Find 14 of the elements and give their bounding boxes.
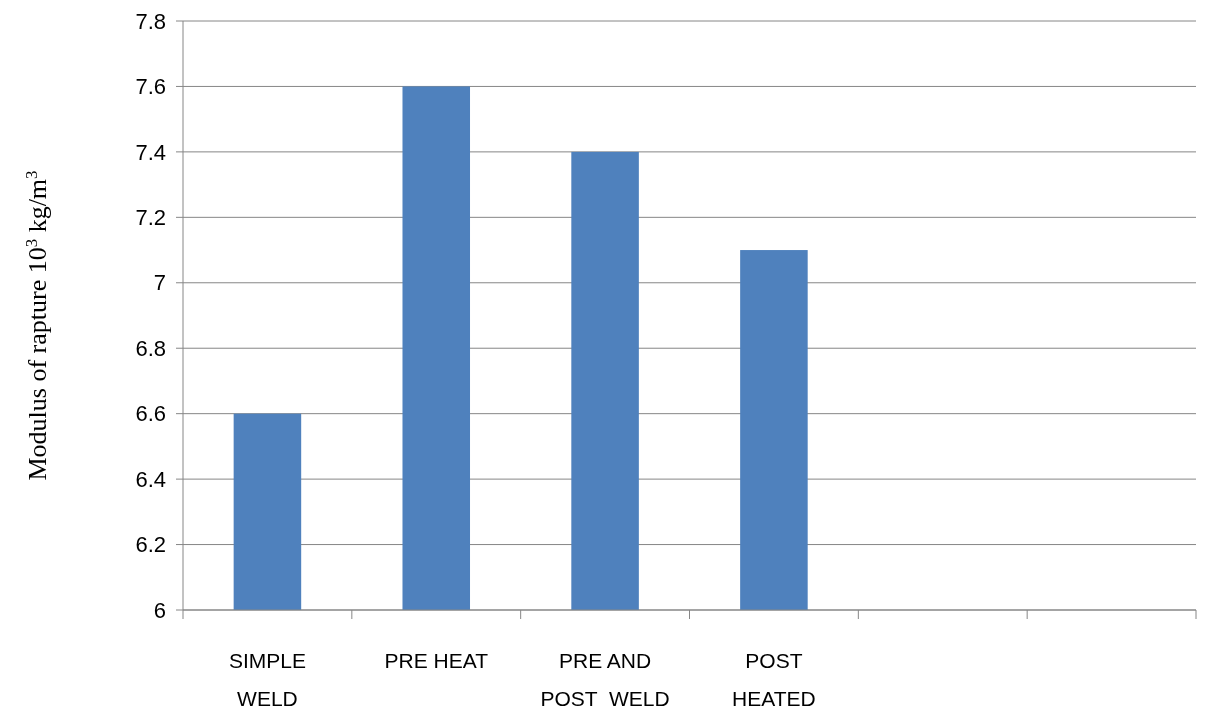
y-tick-label: 6.2 — [135, 532, 166, 558]
x-tick-label: PRE AND POST WELD — [540, 649, 670, 710]
x-tick-label: PRE HEAT — [384, 649, 489, 672]
y-tick-label: 7.4 — [135, 139, 166, 165]
x-tick-label: POST HEATED — [732, 649, 816, 710]
y-tick-label: 7.6 — [135, 74, 166, 100]
y-tick-label: 7.8 — [135, 8, 166, 34]
y-tick-label: 6.4 — [135, 466, 166, 492]
y-tick-label: 7.2 — [135, 205, 166, 231]
y-tick-label: 6.6 — [135, 401, 166, 427]
y-tick-label: 6.8 — [135, 335, 166, 361]
y-tick-label: 6 — [153, 597, 166, 623]
y-tick-label: 7 — [153, 270, 166, 296]
x-tick-label: SIMPLE WELD — [228, 649, 306, 710]
